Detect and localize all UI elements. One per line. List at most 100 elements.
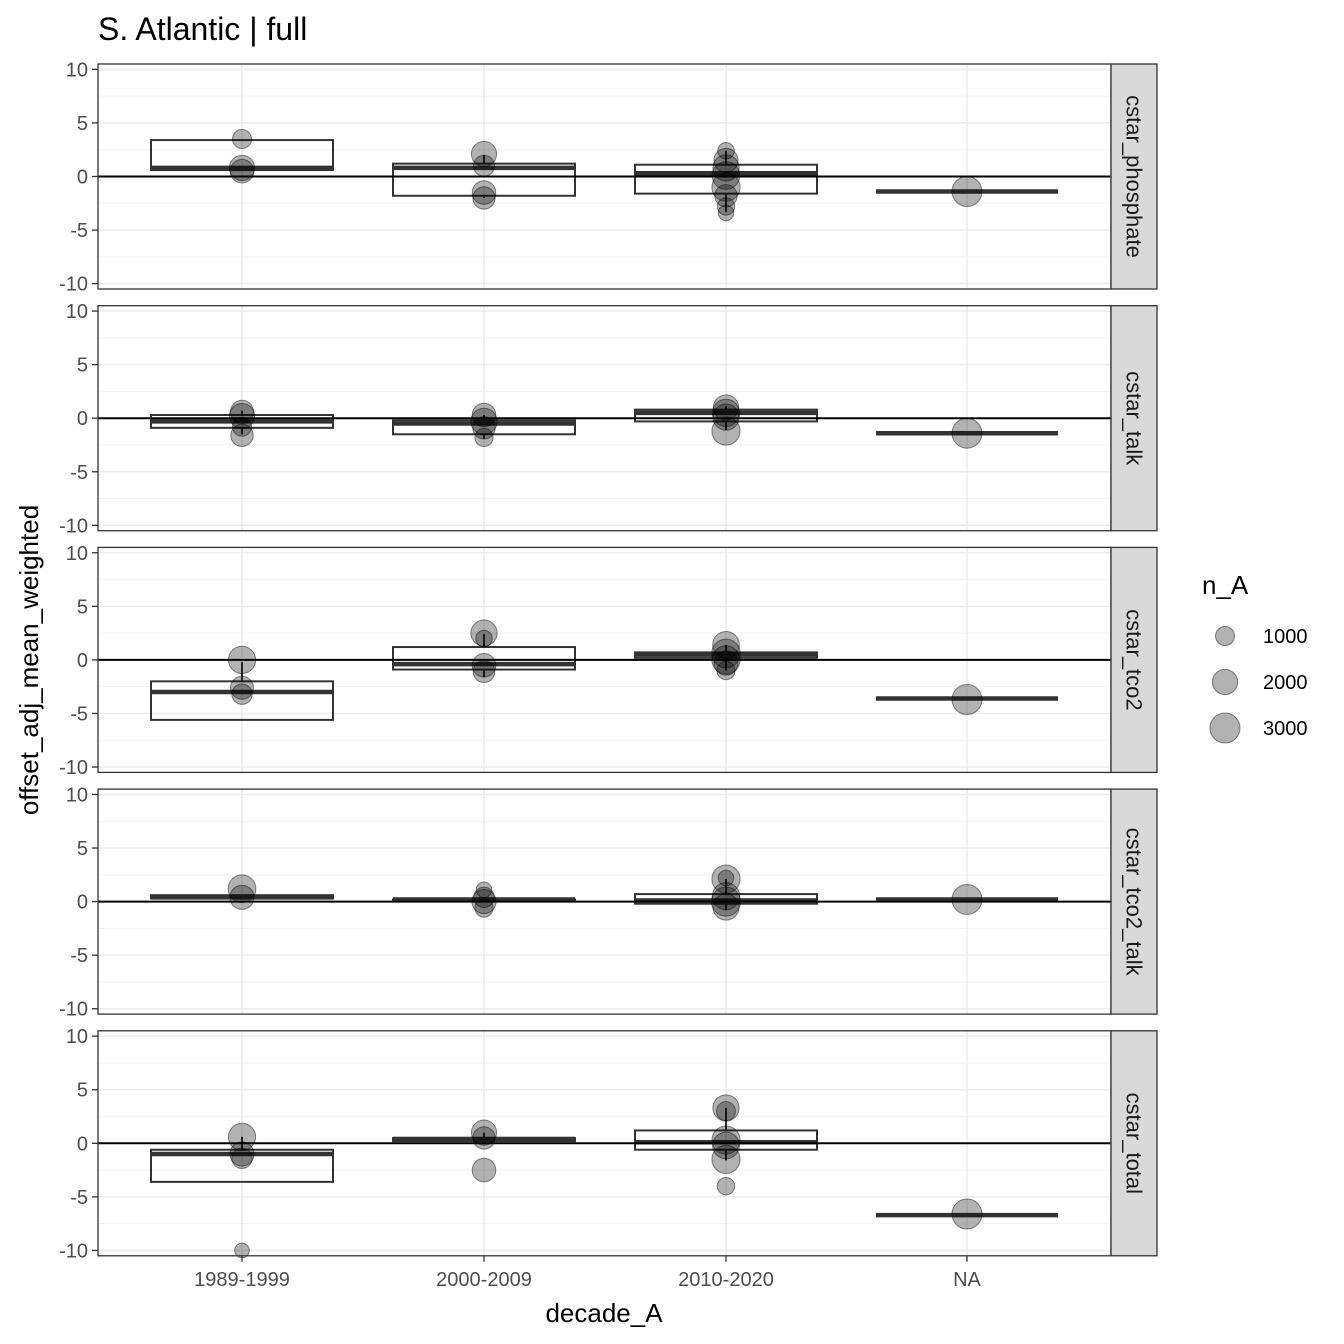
- y-tick-label: -5: [70, 1187, 88, 1209]
- data-point: [230, 675, 254, 700]
- y-axis-title: offset_adj_mean_weighted: [14, 505, 44, 815]
- data-point: [470, 1119, 498, 1146]
- data-point: [229, 158, 255, 184]
- legend-key-circle: [1215, 626, 1235, 646]
- x-tick-label: 1989-1999: [194, 1269, 290, 1291]
- data-point: [228, 154, 256, 182]
- data-point: [470, 407, 498, 436]
- y-tick-label: -5: [70, 945, 88, 967]
- data-point: [712, 893, 740, 921]
- y-tick-label: -10: [59, 1240, 88, 1262]
- data-point: [716, 660, 736, 681]
- data-point: [230, 423, 254, 448]
- data-point: [229, 884, 255, 910]
- data-point: [711, 882, 741, 911]
- facet-panel-cstar_total: 10 5 0 -5 -10 cstar_total: [59, 1026, 1158, 1262]
- facet-strip-label: cstar_tco2_talk: [1122, 828, 1147, 977]
- box-1989-1999: [150, 894, 334, 900]
- data-point: [472, 660, 496, 684]
- y-tick-label: -5: [70, 462, 88, 484]
- legend-entry-label: 1000: [1263, 626, 1308, 648]
- data-point: [711, 1144, 741, 1174]
- data-point: [472, 416, 496, 440]
- y-tick-label: 10: [66, 1026, 88, 1048]
- facet-strip-label: cstar_total: [1122, 1093, 1147, 1195]
- box-iqr: [392, 646, 576, 671]
- legend-entry-label: 2000: [1263, 672, 1308, 694]
- y-tick-label: 10: [66, 301, 88, 323]
- data-point: [232, 129, 252, 149]
- x-tick-label: NA: [953, 1269, 981, 1291]
- data-point: [470, 619, 498, 647]
- data-point: [717, 142, 735, 160]
- facet-strip: [1110, 63, 1158, 290]
- y-tick-label: 5: [77, 838, 88, 860]
- data-point: [713, 147, 739, 173]
- data-point: [470, 140, 498, 168]
- y-tick-label: 5: [77, 1080, 88, 1102]
- facet-panel-cstar_tco2_talk: 10 5 0 -5 -10 cstar_tco2_talk: [59, 784, 1158, 1021]
- data-point: [716, 197, 736, 216]
- y-tick-label: 5: [77, 355, 88, 377]
- box-2010-2020: [634, 150, 818, 212]
- x-axis: 1989-1999 2000-2009 2010-2020 NA: [194, 1255, 982, 1291]
- x-tick-label: 2010-2020: [678, 1269, 774, 1291]
- box-2000-2009: [392, 1132, 576, 1143]
- x-tick-label: 2000-2009: [436, 1269, 532, 1291]
- data-point: [951, 883, 983, 915]
- data-point: [474, 427, 494, 448]
- data-point: [711, 161, 741, 190]
- data-point: [711, 416, 741, 446]
- size-legend: n_A 1000 2000 3000: [1202, 570, 1308, 744]
- y-tick-label: -10: [59, 757, 88, 779]
- data-point: [471, 402, 497, 428]
- y-tick-label: 0: [77, 1133, 88, 1155]
- box-iqr: [634, 163, 818, 195]
- facet-strip-label: cstar_phosphate: [1122, 95, 1147, 258]
- data-point: [714, 184, 738, 208]
- box-iqr: [392, 419, 576, 436]
- facet-strip-label: cstar_tco2: [1122, 609, 1147, 711]
- data-point: [472, 154, 496, 177]
- box-1989-1999: [150, 410, 334, 435]
- box-1989-1999: [150, 662, 334, 721]
- data-point: [951, 684, 983, 716]
- facet-strip: [1110, 305, 1158, 532]
- data-point: [228, 402, 256, 430]
- data-point: [712, 631, 740, 659]
- data-point: [711, 1125, 741, 1155]
- data-point: [712, 1094, 740, 1122]
- legend-entry-label: 3000: [1263, 718, 1308, 740]
- data-point: [713, 650, 739, 676]
- y-tick-label: -10: [59, 274, 88, 296]
- y-tick-label: -10: [59, 515, 88, 537]
- chart-title: S. Atlantic | full: [98, 11, 307, 47]
- data-point: [472, 186, 496, 210]
- data-point: [716, 1101, 736, 1122]
- y-tick-label: -5: [70, 703, 88, 725]
- y-tick-label: -10: [59, 999, 88, 1021]
- data-point: [471, 1157, 497, 1183]
- facet-strip: [1110, 1030, 1158, 1257]
- box-1989-1999: [150, 139, 334, 172]
- legend-key-circle: [1211, 668, 1239, 696]
- data-point: [711, 172, 741, 202]
- data-point: [717, 204, 735, 222]
- box-2010-2020: [634, 1107, 818, 1161]
- data-point: [951, 1198, 983, 1230]
- legend-title: n_A: [1202, 570, 1249, 600]
- data-point: [475, 629, 493, 648]
- y-tick-label: 0: [77, 167, 88, 189]
- y-tick-label: 0: [77, 650, 88, 672]
- data-point: [471, 180, 497, 205]
- box-2000-2009: [392, 634, 576, 678]
- facet-panel-cstar_tco2: 10 5 0 -5 -10 cstar_tco2: [59, 543, 1158, 779]
- data-point: [712, 403, 740, 431]
- y-tick-label: 0: [77, 408, 88, 430]
- facet-panel-cstar_talk: 10 5 0 -5 -10 cstar_talk: [59, 301, 1158, 537]
- data-point: [711, 864, 741, 894]
- data-point: [711, 398, 741, 427]
- facet-strip: [1110, 788, 1158, 1015]
- x-axis-title: decade_A: [545, 1298, 663, 1328]
